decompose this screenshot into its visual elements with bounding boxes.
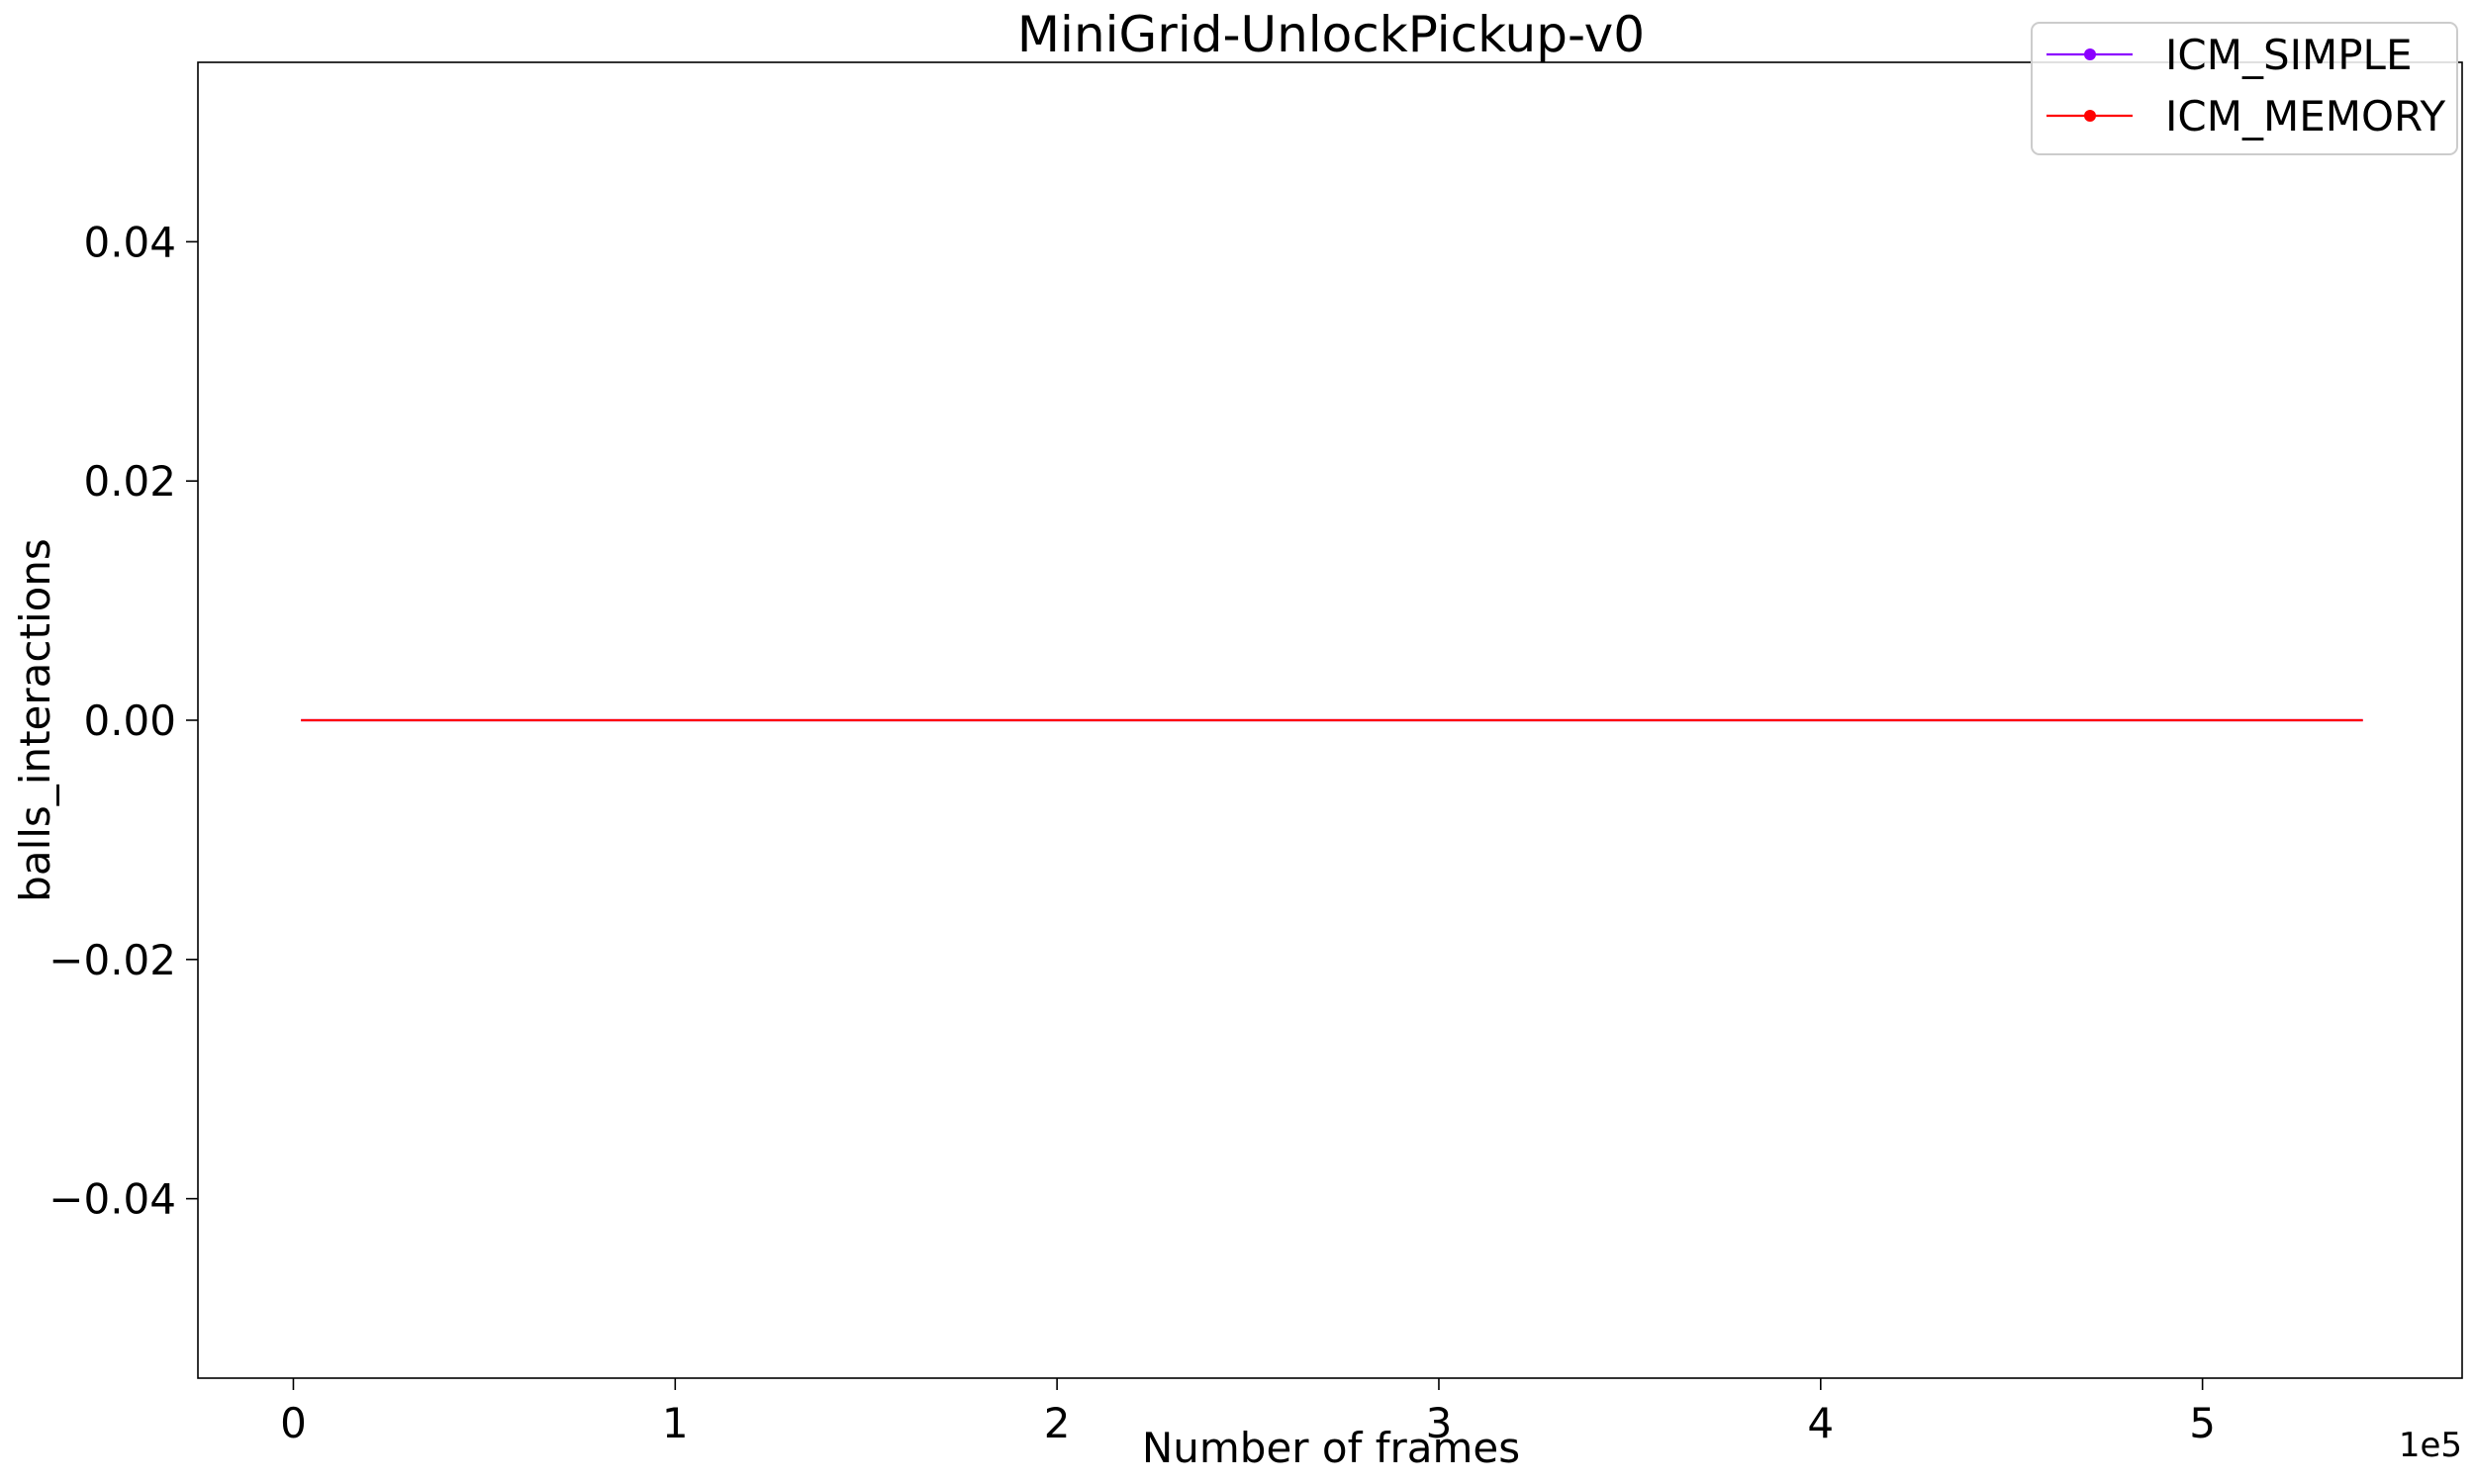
y-tick-label: 0.00 — [83, 696, 176, 745]
legend-swatch-marker — [2084, 48, 2096, 60]
chart-title: MiniGrid-UnlockPickup-v0 — [1017, 6, 1645, 63]
legend: ICM_SIMPLE ICM_MEMORY — [2031, 22, 2458, 155]
y-axis-title: balls_interactions — [11, 538, 59, 902]
legend-swatch-marker — [2084, 110, 2096, 122]
x-tick-label: 0 — [280, 1399, 307, 1447]
legend-box — [2031, 22, 2458, 155]
legend-label: ICM_MEMORY — [2165, 92, 2446, 140]
x-tick-label: 4 — [1807, 1399, 1834, 1447]
y-axis: −0.04 −0.02 0.00 0.02 0.04 — [48, 218, 198, 1224]
x-tick-label: 1 — [662, 1399, 689, 1447]
x-offset-label: 1e5 — [2399, 1426, 2462, 1465]
legend-label: ICM_SIMPLE — [2165, 31, 2413, 79]
y-tick-label: 0.02 — [83, 457, 176, 506]
x-tick-label: 5 — [2189, 1399, 2216, 1447]
x-tick-label: 2 — [1044, 1399, 1071, 1447]
y-tick-label: −0.04 — [48, 1175, 176, 1224]
y-tick-label: −0.02 — [48, 936, 176, 984]
x-axis-title: Number of frames — [1142, 1424, 1520, 1472]
y-tick-label: 0.04 — [83, 218, 176, 266]
x-axis: 0 1 2 3 4 5 — [280, 1378, 2216, 1447]
x-tick-label: 3 — [1426, 1399, 1453, 1447]
